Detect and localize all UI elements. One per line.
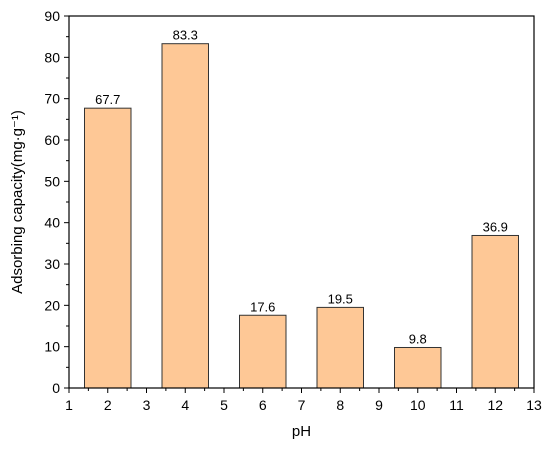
bar-ph-4: [161, 43, 209, 389]
x-tick-label: 3: [143, 397, 151, 413]
x-tick-label: 1: [65, 397, 73, 413]
bar-ph-2: [84, 107, 132, 389]
y-tick-label: 80: [44, 49, 60, 65]
y-ticks-group: 0 10 20 30 40 50 60 70 80 90: [44, 8, 69, 396]
x-tick-label: 5: [220, 397, 228, 413]
y-tick-label: 60: [44, 132, 60, 148]
x-tick-label: 13: [526, 397, 542, 413]
data-labels-group: 67.7 83.3 17.6 19.5 9.8 36.9: [95, 28, 508, 347]
plot-frame: [68, 15, 535, 389]
y-axis-title: Adsorbing capacity(mg·g⁻¹): [9, 110, 26, 294]
y-tick-label: 90: [44, 8, 60, 24]
bars-group: [84, 43, 519, 389]
x-tick-label: 11: [449, 397, 464, 413]
y-tick-label: 30: [44, 256, 60, 272]
bar-ph-6: [239, 314, 287, 389]
axes-group: [68, 15, 535, 389]
x-tick-label: 6: [259, 397, 267, 413]
y-tick-label: 70: [44, 91, 60, 107]
x-ticks-group: 1 2 3 4 5 6 7 8 9 10 11 12 13: [65, 388, 542, 413]
x-tick-label: 2: [104, 397, 112, 413]
x-tick-label: 9: [375, 397, 383, 413]
data-label-ph-6: 17.6: [250, 299, 275, 314]
y-tick-label: 50: [44, 173, 60, 189]
y-tick-label: 20: [44, 297, 60, 313]
x-tick-label: 7: [298, 397, 306, 413]
data-label-ph-10: 9.8: [409, 331, 427, 346]
bar-ph-12: [471, 234, 519, 389]
bar-ph-10: [394, 346, 442, 389]
data-label-ph-2: 67.7: [95, 92, 120, 107]
data-label-ph-12: 36.9: [483, 219, 508, 234]
y-tick-label: 0: [52, 380, 60, 396]
bar-ph-8: [316, 306, 364, 389]
x-tick-label: 8: [336, 397, 344, 413]
x-tick-label: 10: [410, 397, 426, 413]
y-tick-label: 40: [44, 215, 60, 231]
data-label-ph-4: 83.3: [173, 28, 198, 43]
y-tick-label: 10: [44, 339, 60, 355]
x-axis-title: pH: [292, 423, 311, 440]
x-tick-label: 12: [487, 397, 503, 413]
x-tick-label: 4: [181, 397, 189, 413]
data-label-ph-8: 19.5: [328, 291, 353, 306]
